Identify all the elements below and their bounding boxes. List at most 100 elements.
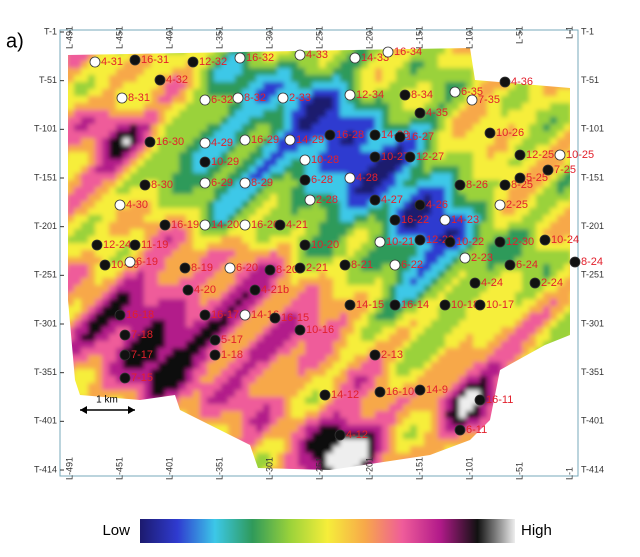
well-label: 8-19	[191, 262, 213, 274]
well	[539, 234, 551, 246]
inline-label: L-491	[64, 26, 74, 49]
crossline-label: T-401	[581, 416, 604, 426]
well	[339, 259, 351, 271]
well-label: 1-18	[221, 349, 243, 361]
well	[264, 264, 276, 276]
inline-label: L-451	[114, 457, 124, 480]
well	[284, 134, 296, 146]
well	[514, 172, 526, 184]
well	[349, 52, 361, 64]
well-label: 10-20	[311, 239, 339, 251]
well	[179, 262, 191, 274]
well-label: 12-24	[103, 239, 131, 251]
inline-label: L-201	[364, 457, 374, 480]
crossline-label: T-301	[581, 318, 604, 328]
well	[239, 309, 251, 321]
well	[542, 164, 554, 176]
well-label: 16-17	[211, 309, 239, 321]
well	[504, 259, 516, 271]
inline-label: L-101	[464, 457, 474, 480]
inline-label: L-51	[514, 26, 524, 44]
colorbar-high: High	[521, 522, 552, 539]
well-label: 8-24	[581, 256, 603, 268]
well-label: 12-32	[199, 56, 227, 68]
inline-label: L-401	[164, 26, 174, 49]
well-label: 4-21b	[261, 284, 289, 296]
well	[344, 299, 356, 311]
well	[119, 372, 131, 384]
crossline-label: T-151	[581, 172, 604, 182]
inline-label: L-101	[464, 26, 474, 49]
well-label: 4-29	[211, 137, 233, 149]
crossline-label: T-101	[34, 124, 57, 134]
well-label: 2-28	[316, 194, 338, 206]
well	[414, 199, 426, 211]
well-label: 14-9	[426, 384, 448, 396]
well	[199, 309, 211, 321]
well-label: 10-17	[486, 299, 514, 311]
well	[277, 92, 289, 104]
inline-label: L-1	[564, 467, 574, 480]
inline-label: L-301	[264, 457, 274, 480]
well-label: 6-32	[211, 94, 233, 106]
well-label: 4-12	[346, 429, 368, 441]
well	[439, 299, 451, 311]
well-label: 7-35	[478, 94, 500, 106]
inline-label: L-51	[514, 462, 524, 480]
well-label: 8-21	[351, 259, 373, 271]
well-label: 8-34	[411, 89, 433, 101]
well	[334, 429, 346, 441]
well	[399, 89, 411, 101]
well	[124, 256, 136, 268]
well	[114, 309, 126, 321]
well-label: 6-22	[401, 259, 423, 271]
well	[389, 259, 401, 271]
well-label: 8-20	[276, 264, 298, 276]
well-label: 16-34	[394, 46, 422, 58]
well-label: 4-26	[426, 199, 448, 211]
well-label: 12-30	[506, 236, 534, 248]
well	[294, 324, 306, 336]
well	[389, 299, 401, 311]
well	[187, 56, 199, 68]
well-label: 8-31	[128, 92, 150, 104]
crossline-label: T-251	[581, 270, 604, 280]
crossline-label: T-1	[581, 26, 594, 36]
crossline-label: T-51	[581, 75, 599, 85]
well	[444, 236, 456, 248]
well	[199, 219, 211, 231]
scale-label: 1 km	[96, 395, 118, 406]
well-label: 16-30	[156, 136, 184, 148]
well	[449, 86, 461, 98]
well-label: 4-21	[286, 219, 308, 231]
well-label: 2-24	[541, 277, 563, 289]
panel-label: a)	[6, 30, 24, 52]
well-label: 2-23	[471, 252, 493, 264]
well-label: 4-31	[101, 56, 123, 68]
well	[239, 134, 251, 146]
well-label: 6-29	[211, 177, 233, 189]
well-label: 10-22	[456, 236, 484, 248]
well	[199, 94, 211, 106]
well	[344, 89, 356, 101]
well-label: 16-15	[281, 312, 309, 324]
crossline-label: T-351	[34, 367, 57, 377]
inline-label: L-401	[164, 457, 174, 480]
well-label: 6-35	[461, 86, 483, 98]
well-label: 16-29	[251, 134, 279, 146]
well	[129, 54, 141, 66]
inline-label: L-251	[314, 457, 324, 480]
well	[394, 131, 406, 143]
well-label: 16-18	[126, 309, 154, 321]
well	[414, 384, 426, 396]
well-label: 10-16	[306, 324, 334, 336]
well-label: 14-15	[356, 299, 384, 311]
well-label: 4-20	[194, 284, 216, 296]
well	[569, 256, 581, 268]
inline-label: L-1	[564, 26, 574, 39]
well	[389, 214, 401, 226]
well	[439, 214, 451, 226]
well-label: 14-29	[296, 134, 324, 146]
well-label: 2-21	[306, 262, 328, 274]
